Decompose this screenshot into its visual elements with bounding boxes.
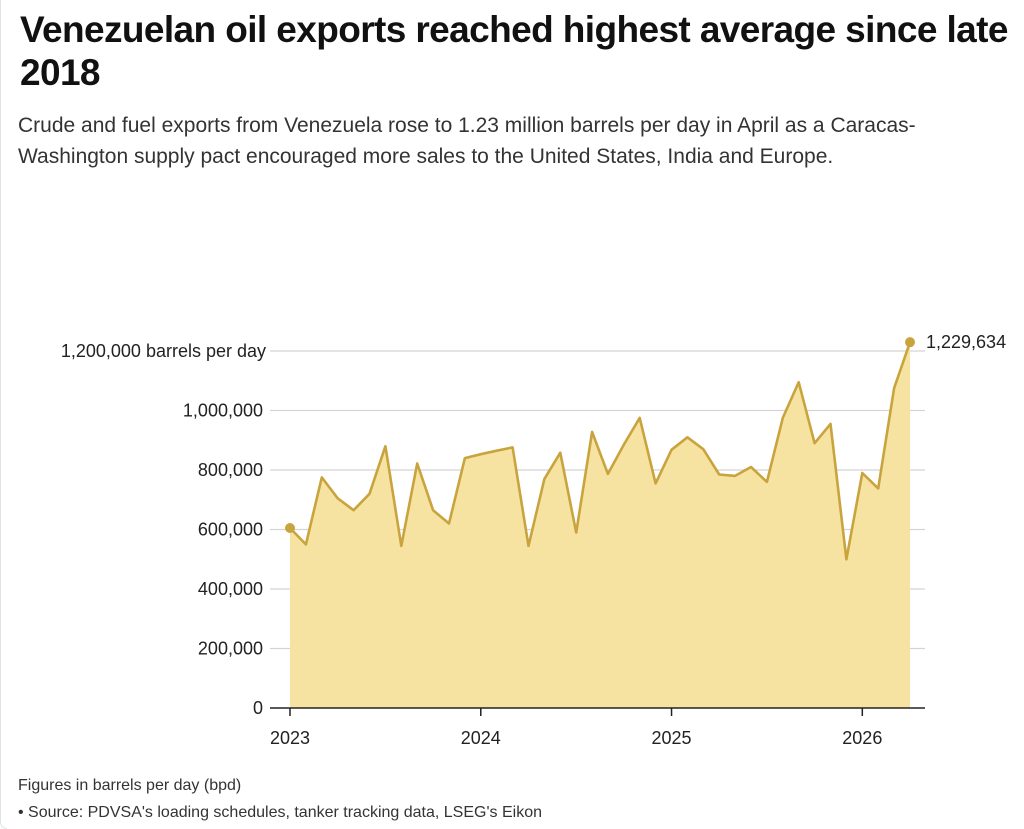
x-tick-label: 2024 (461, 728, 501, 748)
axes (270, 707, 925, 716)
chart-subtitle: Crude and fuel exports from Venezuela ro… (18, 114, 916, 168)
y-tick-label: 800,000 (198, 460, 263, 480)
source-note: • Source: PDVSA's loading schedules, tan… (18, 804, 542, 821)
x-tick-label: 2025 (652, 728, 692, 748)
area-chart: 0 200,000 400,000 600,000 800,000 1,000,000 1,… (61, 332, 1006, 748)
data-markers: 1,229,634 (285, 332, 1006, 534)
y-tick-label: 200,000 (198, 639, 263, 659)
y-tick-label: 400,000 (198, 579, 263, 599)
y-tick-label: 0 (253, 698, 263, 718)
y-tick-label: 1,200,000 barrels per day (61, 341, 266, 361)
y-tick-label: 1,000,000 (183, 401, 263, 421)
series-line (289, 341, 912, 561)
series-area-fill (290, 342, 910, 708)
start-point-marker (285, 523, 295, 534)
units-note: Figures in barrels per day (bpd) (18, 777, 242, 794)
x-tick-label: 2026 (842, 728, 882, 748)
x-tick-label: 2023 (270, 728, 310, 748)
end-point-marker (905, 337, 915, 348)
y-tick-label: 600,000 (198, 520, 263, 540)
end-value-label: 1,229,634 (926, 332, 1006, 352)
chart-title: Venezuelan oil exports reached highest a… (20, 9, 1008, 93)
tick-labels: 0 200,000 400,000 600,000 800,000 1,000,000 1,… (61, 341, 882, 748)
